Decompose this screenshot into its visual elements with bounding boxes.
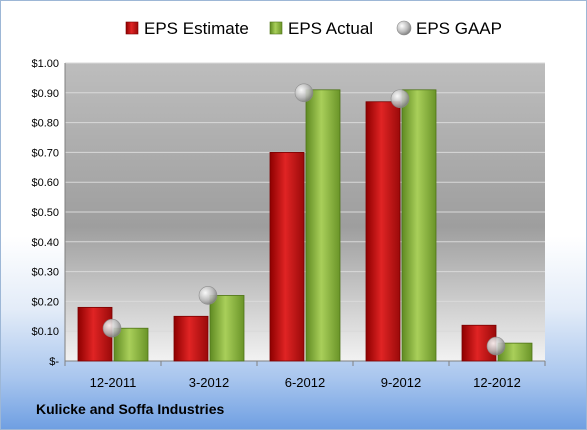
marker-eps-gaap [198,286,218,305]
marker-eps-gaap [390,89,410,109]
legend-label: EPS Estimate [144,19,249,38]
y-tick-label: $- [49,356,59,368]
y-tick-label: $0.10 [31,326,59,338]
bar-eps-estimate [173,315,209,362]
y-tick-label: $0.60 [31,177,59,189]
bar-eps-actual [401,89,437,362]
marker-eps-gaap [102,318,122,338]
x-tick-label: 9-2012 [381,375,421,390]
x-tick-label: 6-2012 [285,375,325,390]
x-tick-label: 3-2012 [189,375,229,390]
legend-label: EPS GAAP [416,19,502,38]
y-tick-label: $1.00 [31,58,59,70]
bar-eps-estimate [269,151,305,362]
plot-area: $- $0.10 $0.20 $0.30 $0.40 $0.50 $0.60 $0.70 $0.… [31,58,546,390]
y-tick-label: $0.50 [31,207,59,219]
legend-eps-gaap: EPS GAAP [396,19,502,38]
bar-eps-actual [209,295,245,362]
y-tick-label: $0.90 [31,88,59,100]
marker-eps-gaap [294,83,314,103]
legend-eps-actual: EPS Actual [269,19,373,38]
legend-swatch [269,21,283,35]
y-tick-label: $0.70 [31,147,59,159]
y-tick-label: $0.40 [31,237,59,249]
legend: EPS Estimate EPS Actual EPS GAAP [125,19,502,38]
x-tick-label: 12-2011 [90,375,137,390]
y-tick-label: $0.80 [31,118,59,130]
bar-eps-estimate [365,101,401,362]
bar-eps-actual [305,89,341,362]
y-tick-label: $0.20 [31,296,59,308]
legend-swatch [396,20,412,36]
legend-label: EPS Actual [288,19,373,38]
marker-eps-gaap [486,336,506,356]
legend-swatch [125,21,139,35]
bar-eps-actual [113,327,149,362]
company-name: Kulicke and Soffa Industries [36,401,225,417]
x-tick-label: 12-2012 [473,375,521,390]
y-tick-label: $0.30 [31,267,59,279]
legend-eps-estimate: EPS Estimate [125,19,249,38]
